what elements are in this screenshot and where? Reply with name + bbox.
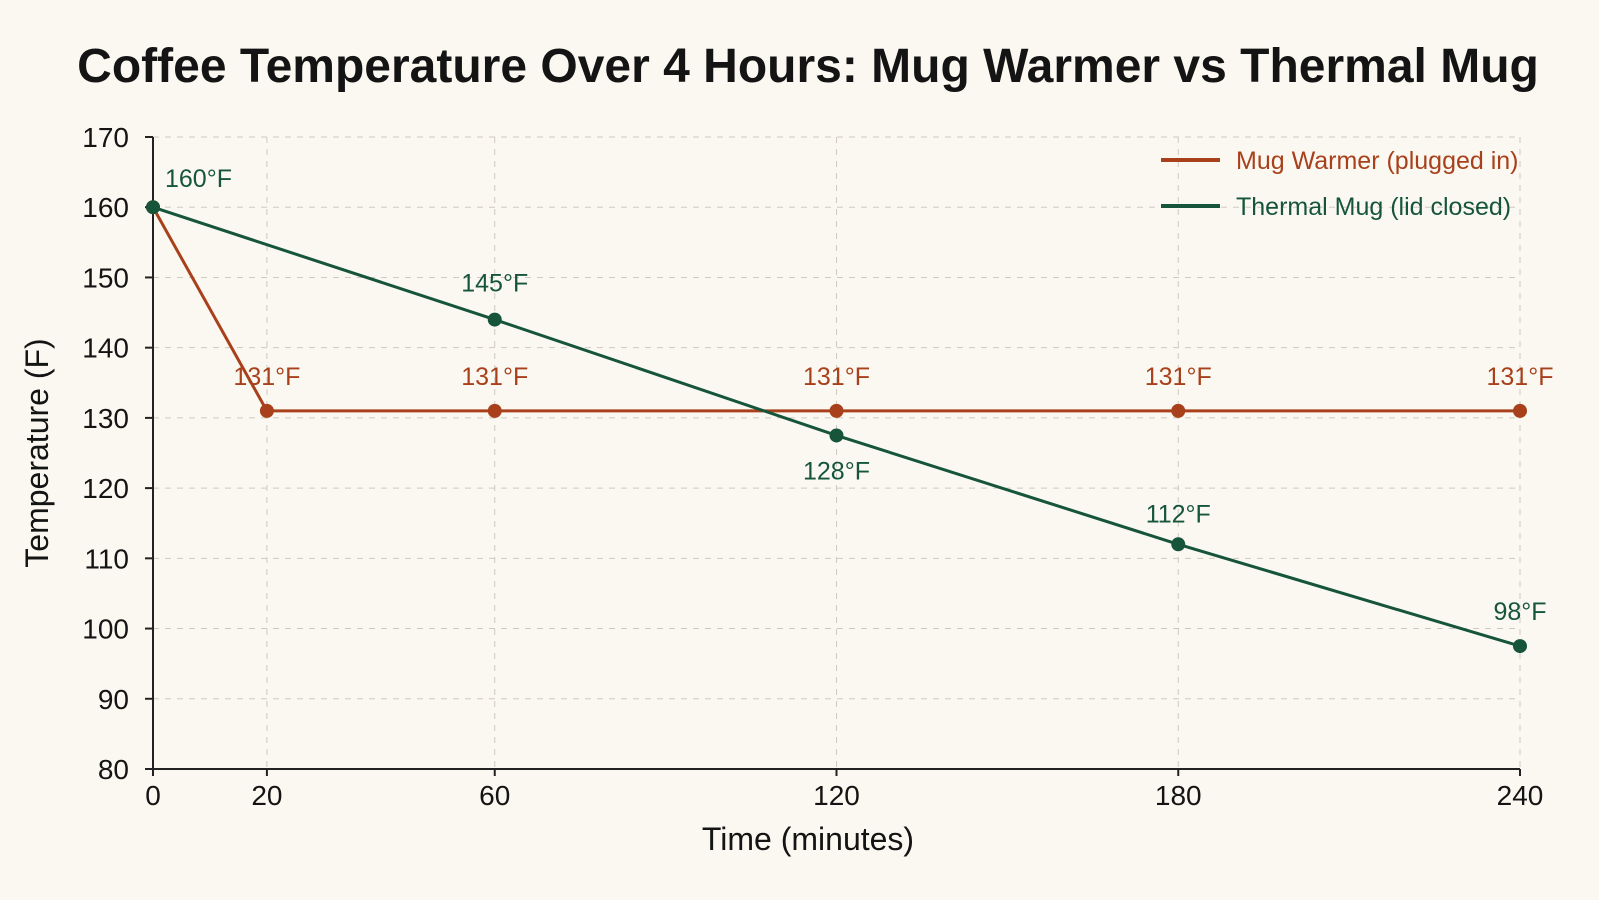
y-tick-label: 110 bbox=[84, 543, 129, 574]
data-label: 131°F bbox=[461, 363, 528, 391]
series-2: 160°F 145°F 128°F 112°F 98°F bbox=[146, 165, 1547, 654]
x-axis-label: Time (minutes) bbox=[702, 821, 914, 857]
axes: 80 90 100 110 120 130 140 150 160 170 0 20 60 120 180 2… bbox=[82, 122, 1543, 811]
y-tick-label: 150 bbox=[82, 262, 129, 293]
y-axis-label: Temperature (F) bbox=[19, 338, 55, 567]
data-label: 98°F bbox=[1493, 598, 1546, 626]
y-tick-label: 140 bbox=[82, 333, 129, 364]
data-label: 131°F bbox=[1487, 363, 1554, 391]
y-tick-label: 170 bbox=[82, 122, 129, 153]
data-point bbox=[259, 403, 274, 418]
legend-label: Mug Warmer (plugged in) bbox=[1236, 147, 1519, 175]
y-tick-label: 120 bbox=[82, 473, 129, 504]
x-tick-label: 20 bbox=[251, 780, 282, 811]
data-label: 131°F bbox=[803, 363, 870, 391]
data-point bbox=[1513, 403, 1527, 418]
data-point bbox=[146, 200, 160, 215]
x-tick-label: 120 bbox=[813, 780, 860, 811]
data-label: 145°F bbox=[461, 270, 528, 298]
data-label: 131°F bbox=[233, 363, 300, 391]
data-point bbox=[829, 403, 844, 418]
chart-title: Coffee Temperature Over 4 Hours: Mug War… bbox=[77, 40, 1539, 93]
data-label: 128°F bbox=[803, 457, 870, 485]
data-point bbox=[487, 403, 502, 418]
legend: Mug Warmer (plugged in) Thermal Mug (lid … bbox=[1161, 147, 1519, 221]
x-tick-label: 180 bbox=[1155, 780, 1202, 811]
data-point bbox=[487, 312, 502, 327]
x-tick-label: 240 bbox=[1497, 780, 1544, 811]
y-tick-label: 160 bbox=[82, 192, 129, 223]
series-1: 131°F 131°F 131°F 131°F 131°F bbox=[146, 200, 1553, 418]
data-point bbox=[1171, 537, 1186, 552]
y-tick-label: 80 bbox=[98, 754, 129, 785]
grid bbox=[153, 136, 1521, 769]
series-line bbox=[151, 206, 1520, 413]
y-tick-label: 100 bbox=[82, 614, 129, 645]
series: 131°F 131°F 131°F 131°F 131°F 160°F 145°F 128°F… bbox=[146, 165, 1553, 654]
y-tick-label: 90 bbox=[98, 684, 129, 715]
data-label: 160°F bbox=[165, 165, 232, 193]
y-tick-label: 130 bbox=[82, 403, 129, 434]
legend-label: Thermal Mug (lid closed) bbox=[1236, 193, 1511, 221]
data-point bbox=[1513, 639, 1527, 654]
data-point bbox=[829, 428, 844, 443]
x-tick-label: 0 bbox=[145, 780, 161, 811]
data-label: 112°F bbox=[1146, 500, 1211, 528]
data-point bbox=[1171, 403, 1186, 418]
x-tick-label: 60 bbox=[479, 780, 510, 811]
data-label: 131°F bbox=[1145, 363, 1212, 391]
